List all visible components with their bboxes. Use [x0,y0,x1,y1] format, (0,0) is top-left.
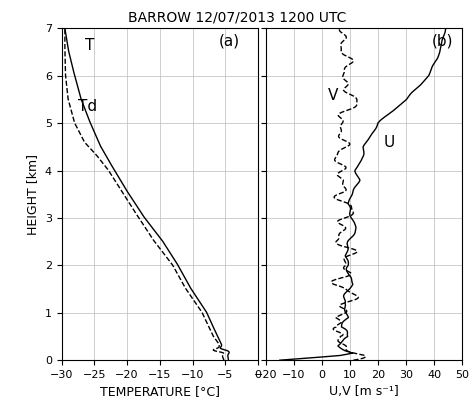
Text: (a): (a) [219,33,240,48]
X-axis label: TEMPERATURE [°C]: TEMPERATURE [°C] [100,385,220,398]
Text: (b): (b) [432,33,454,48]
Text: Td: Td [78,99,97,114]
Text: U: U [383,135,395,150]
Text: T: T [84,38,94,53]
Text: BARROW 12/07/2013 1200 UTC: BARROW 12/07/2013 1200 UTC [128,10,346,24]
X-axis label: U,V [m s⁻¹]: U,V [m s⁻¹] [329,385,399,398]
Y-axis label: HEIGHT [km]: HEIGHT [km] [26,154,39,235]
Text: V: V [328,88,338,103]
